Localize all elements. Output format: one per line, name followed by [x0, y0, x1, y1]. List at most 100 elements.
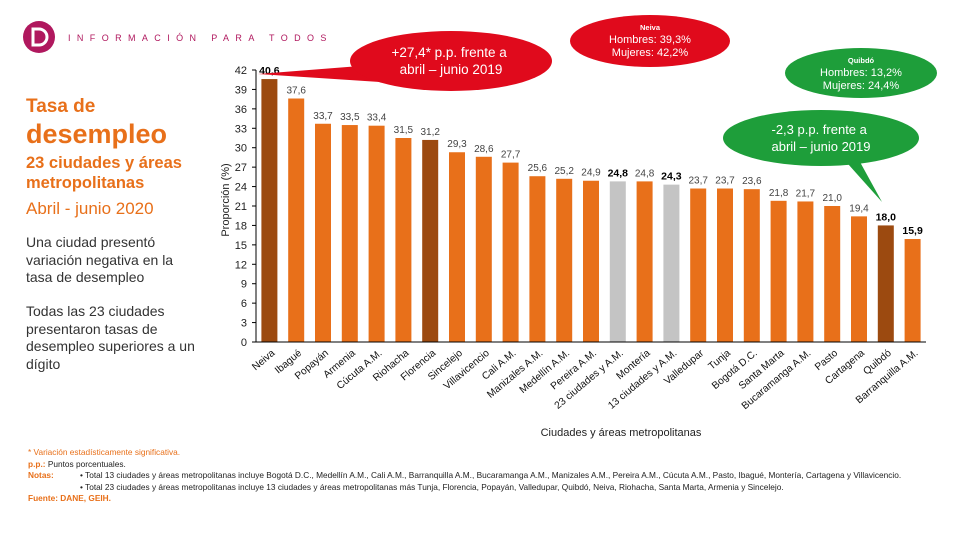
y-tick-label: 15 [235, 240, 247, 252]
paragraph-negative-variation: Una ciudad presentó variación negativa e… [26, 234, 174, 285]
bar-value-label: 29,3 [447, 139, 467, 150]
bar [502, 162, 519, 342]
bar [556, 178, 573, 342]
bar-value-label: 21,7 [796, 188, 816, 199]
y-tick-label: 18 [235, 220, 247, 232]
bar-value-label: 19,4 [849, 203, 869, 214]
pp-label: p.p.: [28, 458, 46, 469]
national-change-callout: +27,4* p.p. frente a abril – junio 2019 [258, 31, 552, 91]
bar [583, 180, 599, 342]
y-axis-title: Proporción (%) [220, 163, 232, 236]
y-tick-label: 39 [235, 84, 247, 96]
bars-layer: 40,6 37,6 33,7 33,5 33,4 31,5 31,2 29,3 28,6 27,7… [259, 65, 923, 343]
bar-value-label: 21,0 [822, 193, 842, 204]
bar [529, 176, 546, 342]
header-tagline: INFORMACIÓN PARA TODOS [68, 33, 333, 43]
bar-value-label: 24,9 [581, 168, 601, 179]
y-tick-label: 12 [235, 259, 247, 271]
bar-value-label: 23,7 [688, 176, 708, 187]
y-tick-label: 6 [241, 298, 247, 310]
paragraph-double-digit: Todas las 23 ciudades presentaron tasas … [26, 303, 195, 372]
neiva-men-rate: Hombres: 39,3% [609, 34, 691, 46]
quibdo-women-rate: Mujeres: 24,4% [823, 80, 900, 92]
note-23-cities: • Total 23 ciudades y áreas metropolitan… [80, 481, 784, 492]
bar [824, 206, 841, 342]
bar [395, 138, 412, 342]
bar [609, 181, 626, 342]
x-axis-title: Ciudades y áreas metropolitanas [541, 427, 702, 439]
pp-text: Puntos porcentuales. [47, 458, 126, 469]
y-tick-label: 42 [235, 65, 247, 77]
y-tick-label: 30 [235, 143, 247, 155]
bar-value-label: 33,5 [340, 112, 360, 123]
y-tick-label: 36 [235, 104, 247, 116]
bar-value-label: 24,8 [608, 167, 629, 179]
bar-value-label: 23,7 [715, 176, 735, 187]
y-tick-label: 0 [241, 337, 247, 349]
bar-value-label: 18,0 [876, 211, 897, 223]
neiva-callout: Neiva Hombres: 39,3% Mujeres: 42,2% [570, 15, 730, 67]
bar-value-label: 28,6 [474, 144, 494, 155]
title-line-3: 23 ciudades y áreas metropolitanas [26, 154, 182, 192]
bar [261, 79, 278, 343]
y-tick-label: 27 [235, 162, 247, 174]
bar [717, 188, 733, 342]
svg-text:+27,4* p.p. frente a abr: +27,4* p.p. frente a abril – junio 2019 [392, 45, 511, 77]
bar [475, 156, 492, 342]
bar [341, 125, 358, 342]
bar-value-label: 21,8 [769, 188, 789, 199]
bar [288, 98, 305, 342]
y-tick-label: 24 [235, 182, 247, 194]
bar-value-label: 33,4 [367, 113, 387, 124]
source-note: Fuente: DANE, GEIH. [28, 493, 111, 503]
dane-logo [23, 21, 55, 53]
bar [368, 125, 385, 342]
svg-text:-2,3 p.p. frente a abril: -2,3 p.p. frente a abril – junio 2019 [771, 122, 870, 154]
bar [690, 188, 707, 342]
bar [770, 200, 787, 342]
y-tick-label: 33 [235, 123, 247, 135]
bar-value-label: 31,2 [420, 127, 440, 138]
quibdo-callout: Quibdó Hombres: 13,2% Mujeres: 24,4% [785, 48, 937, 98]
quibdo-callout-title: Quibdó [848, 56, 875, 65]
bar-value-label: 25,6 [528, 163, 548, 174]
national-change-line-1: +27,4* p.p. frente a [392, 45, 508, 60]
bar-value-label: 27,7 [501, 150, 521, 161]
bar [663, 184, 680, 342]
bar [797, 201, 814, 342]
footnotes: * Variación estadísticamente significati… [28, 447, 928, 505]
y-tick-label: 21 [235, 201, 247, 213]
bar-value-label: 40,6 [259, 65, 280, 77]
significance-note: * Variación estadísticamente significati… [28, 447, 181, 457]
bar-value-label: 24,3 [661, 171, 682, 183]
notes-label: Notas: [28, 470, 54, 480]
bar-value-label: 15,9 [902, 225, 923, 237]
bar-value-label: 25,2 [554, 166, 574, 177]
bar [904, 239, 921, 342]
bar-value-label: 33,7 [313, 111, 333, 122]
quibdo-change-line-1: -2,3 p.p. frente a [771, 122, 867, 137]
y-tick-label: 3 [241, 318, 247, 330]
neiva-women-rate: Mujeres: 42,2% [612, 47, 689, 59]
period-label: Abril - junio 2020 [26, 199, 154, 218]
bar-value-label: 24,8 [635, 168, 655, 179]
bar [851, 216, 867, 342]
national-change-line-2: abril – junio 2019 [400, 62, 503, 77]
quibdo-change-callout: -2,3 p.p. frente a abril – junio 2019 [723, 110, 919, 202]
bar-value-label: 31,5 [394, 125, 414, 136]
bar [877, 225, 894, 342]
quibdo-change-line-2: abril – junio 2019 [771, 139, 870, 154]
title-line-2: desempleo [26, 119, 168, 149]
bar-value-label: 23,6 [742, 176, 762, 187]
bar [743, 189, 760, 342]
neiva-callout-title: Neiva [640, 23, 661, 32]
bar [636, 181, 653, 342]
note-13-cities: • Total 13 ciudades y áreas metropolitan… [80, 470, 902, 480]
bar-value-label: 37,6 [286, 85, 306, 96]
quibdo-men-rate: Hombres: 13,2% [820, 67, 902, 79]
bar [422, 139, 439, 342]
bar [449, 152, 465, 342]
y-tick-label: 9 [241, 279, 247, 291]
bar [315, 123, 331, 342]
